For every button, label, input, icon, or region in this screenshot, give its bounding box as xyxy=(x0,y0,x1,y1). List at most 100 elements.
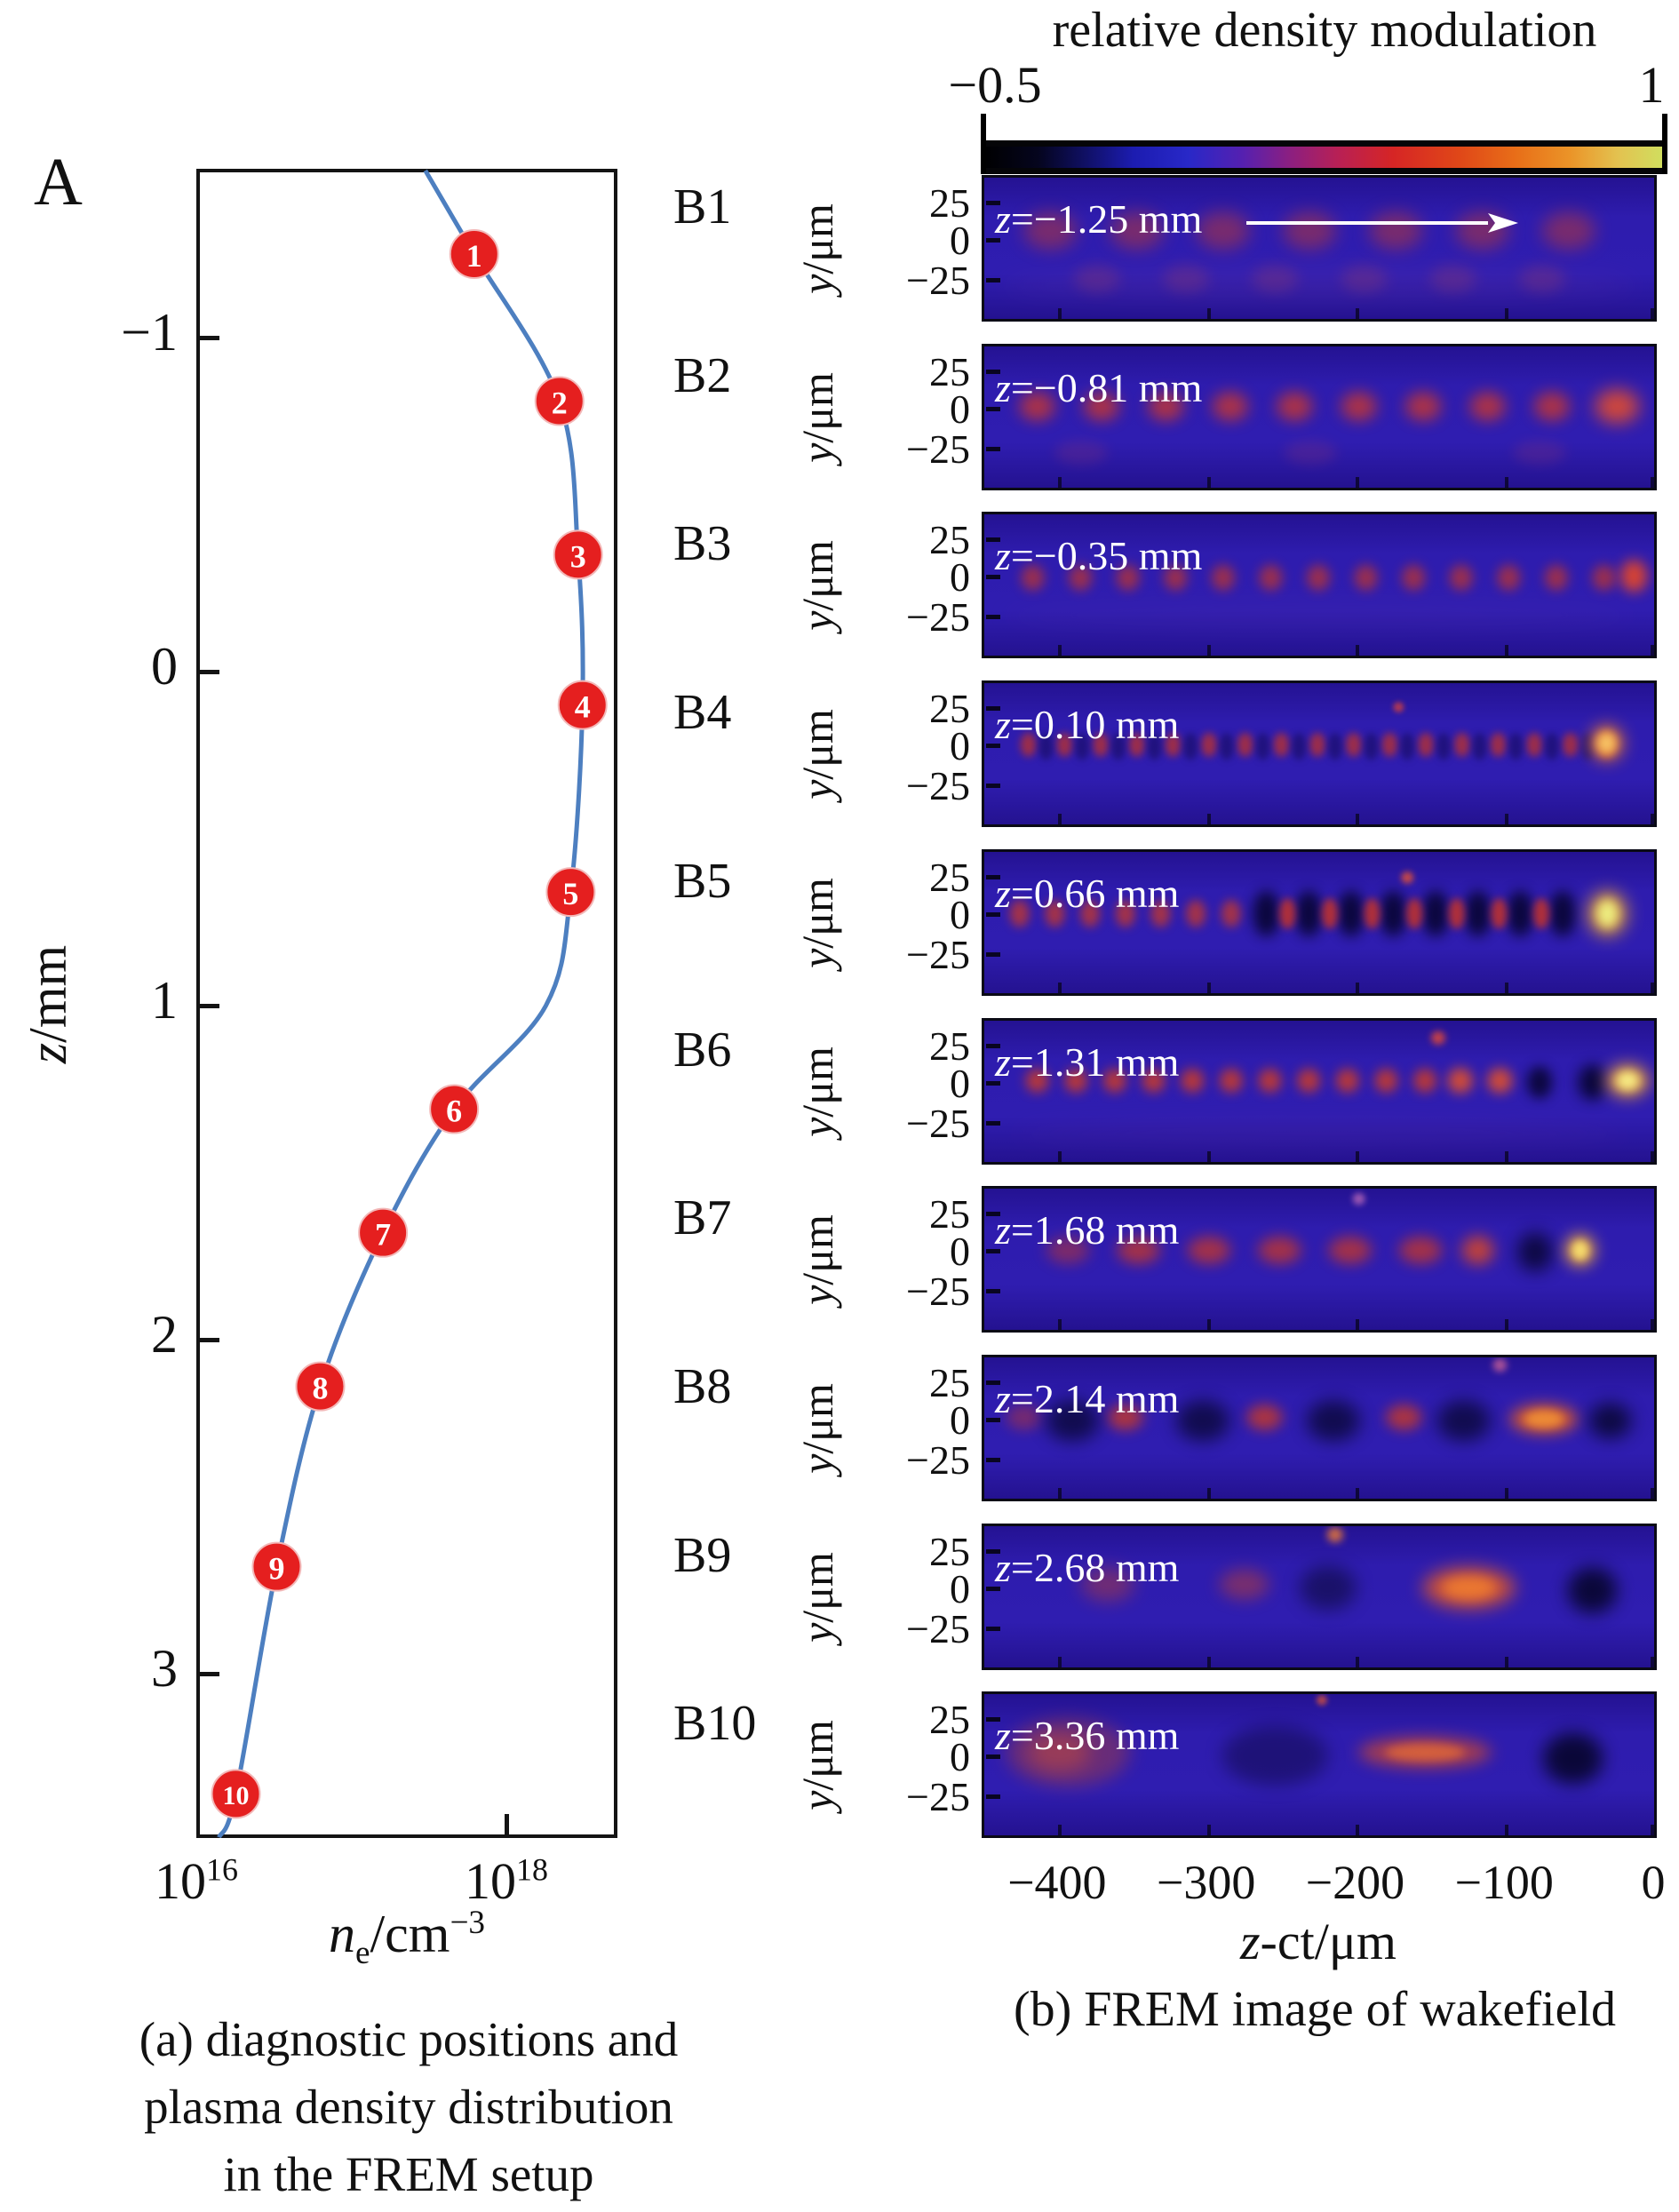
frem-panel-ytick xyxy=(986,407,1000,411)
frem-panel-ytick xyxy=(986,201,1000,205)
frem-row-label-B3: B3 xyxy=(673,516,732,571)
frem-panel-B3: z=−0.35 mm xyxy=(982,512,1657,658)
svg-text:1: 1 xyxy=(466,238,482,274)
frem-row-ytick-label: −25 xyxy=(906,258,970,303)
diagnostic-marker-3: 3 xyxy=(553,529,603,580)
frem-panel-xtick xyxy=(1206,1825,1211,1835)
svg-text:5: 5 xyxy=(562,876,578,911)
svg-text:7: 7 xyxy=(375,1217,391,1253)
frem-z-label-B7: z=1.68 mm xyxy=(995,1207,1180,1253)
frem-row-ylabel: y/μm xyxy=(792,203,842,294)
frem-row-ytick-label: −25 xyxy=(906,932,970,977)
frem-panel-ytick xyxy=(986,1418,1000,1422)
plot-a-xlabel: ne/cm−3 xyxy=(229,1904,585,1969)
frem-panel-xtick xyxy=(1505,1657,1509,1667)
frem-row-label-B2: B2 xyxy=(673,348,732,403)
frem-row-label-B1: B1 xyxy=(673,179,732,235)
frem-row-ytick-label: −25 xyxy=(906,426,970,472)
frem-panel-xtick xyxy=(1505,477,1509,488)
frem-row-ylabel: y/μm xyxy=(792,1213,842,1305)
caption-b: (b) FREM image of wakefield xyxy=(1013,1982,1617,2037)
frem-panel-xtick xyxy=(1651,1319,1654,1330)
frem-heatmap-B8 xyxy=(1006,1357,1632,1442)
frem-row-ytick-label: 0 xyxy=(950,386,970,432)
frem-xlabel-z: z xyxy=(1239,1913,1261,1970)
frem-panel-ytick xyxy=(986,1549,1000,1554)
frem-row-ytick-label: 0 xyxy=(950,218,970,263)
diagnostic-marker-9: 9 xyxy=(251,1541,302,1592)
frem-row-label-B5: B5 xyxy=(673,854,732,909)
frem-panel-xtick xyxy=(1057,814,1062,824)
caption-a-line1: (a) diagnostic positions and xyxy=(139,2012,679,2066)
frem-panel-ytick xyxy=(986,537,1000,542)
frem-panel-B9: z=2.68 mm xyxy=(982,1524,1657,1670)
frem-row-ytick-label: 0 xyxy=(950,1397,970,1443)
colorbar-max-label: 1 xyxy=(1638,56,1665,114)
frem-panel-xtick xyxy=(1651,1151,1654,1162)
plot-a-xtick-label: 1018 xyxy=(465,1851,548,1910)
frem-panel-ytick xyxy=(986,875,1000,879)
frem-panel-xtick xyxy=(1356,1151,1360,1162)
frem-row-label-B7: B7 xyxy=(673,1190,732,1245)
frem-row-ytick-label: 0 xyxy=(950,554,970,600)
frem-row-ytick-label: −25 xyxy=(906,1437,970,1483)
frem-z-label-B5: z=0.66 mm xyxy=(995,871,1180,916)
frem-row-ytick-label: 25 xyxy=(929,686,970,731)
frem-panel-xtick xyxy=(1206,308,1211,319)
frem-row-ytick-label: −25 xyxy=(906,594,970,640)
frem-row-label-B10: B10 xyxy=(673,1696,757,1751)
frem-xtick-label: −100 xyxy=(1454,1856,1554,1909)
frem-panel-ytick xyxy=(986,1627,1000,1631)
colorbar-right-tick xyxy=(1662,114,1667,174)
xlabel-rest: /cm xyxy=(370,1905,450,1963)
frem-panel-xtick xyxy=(1356,983,1360,993)
frem-heatmap-B7 xyxy=(1046,1192,1595,1272)
frem-row-ytick-label: 0 xyxy=(950,1061,970,1106)
frem-panel-ytick xyxy=(986,912,1000,917)
frem-panel-xtick xyxy=(1505,1151,1509,1162)
frem-row-ytick-label: −25 xyxy=(906,1269,970,1314)
propagation-arrow xyxy=(1246,213,1518,233)
frem-row-ylabel: y/μm xyxy=(792,877,842,968)
plot-a-ytick-label: 0 xyxy=(151,637,178,696)
svg-text:10: 10 xyxy=(223,1781,250,1810)
caption-a-line3: in the FREM setup xyxy=(223,2147,594,2201)
frem-row-ytick-label: 0 xyxy=(950,1229,970,1274)
frem-heatmap-B5 xyxy=(1009,871,1627,937)
frem-row-ytick-label: −25 xyxy=(906,1774,970,1819)
diagnostic-marker-7: 7 xyxy=(358,1207,409,1258)
frem-panel-B1: z=−1.25 mm xyxy=(982,175,1657,322)
frem-xlabel-rest: -ct/μm xyxy=(1260,1913,1397,1970)
frem-panel-ytick xyxy=(986,1289,1000,1293)
frem-row-ylabel: y/μm xyxy=(792,371,842,463)
frem-heatmap-B10 xyxy=(1006,1694,1603,1787)
frem-panel-xtick xyxy=(1356,1657,1360,1667)
frem-xlabel: z-ct/μm xyxy=(1141,1912,1496,1971)
frem-panel-B7: z=1.68 mm xyxy=(982,1186,1657,1333)
diagnostic-marker-8: 8 xyxy=(295,1361,346,1412)
svg-text:3: 3 xyxy=(570,538,586,574)
plot-a-ytick-mark xyxy=(200,670,219,674)
frem-panel-ytick xyxy=(986,952,1000,957)
frem-z-label-B10: z=3.36 mm xyxy=(995,1713,1180,1758)
frem-row-ylabel: y/μm xyxy=(792,539,842,631)
colorbar-min-label: −0.5 xyxy=(948,56,1042,114)
xlabel-n: n xyxy=(328,1905,355,1963)
diagnostic-marker-4: 4 xyxy=(557,680,608,730)
frem-panel-B10: z=3.36 mm xyxy=(982,1691,1657,1838)
xlabel-sub: e xyxy=(354,1935,370,1971)
frem-row-ytick-label: −25 xyxy=(906,763,970,808)
frem-row-label-B4: B4 xyxy=(673,685,732,740)
frem-z-label-B8: z=2.14 mm xyxy=(995,1376,1180,1421)
plot-a-ytick-mark xyxy=(200,336,219,340)
caption-a: (a) diagnostic positions and plasma dens… xyxy=(67,2006,751,2208)
frem-row-ytick-label: −25 xyxy=(906,1606,970,1651)
frem-panel-xtick xyxy=(1356,645,1360,656)
diagnostic-marker-5: 5 xyxy=(545,867,596,918)
frem-panel-xtick xyxy=(1206,1488,1211,1499)
frem-panel-ytick xyxy=(986,1249,1000,1253)
frem-heatmap-B4 xyxy=(1020,702,1624,761)
frem-xtick-label: −400 xyxy=(1007,1856,1107,1909)
frem-heatmap-B2 xyxy=(1019,389,1640,465)
